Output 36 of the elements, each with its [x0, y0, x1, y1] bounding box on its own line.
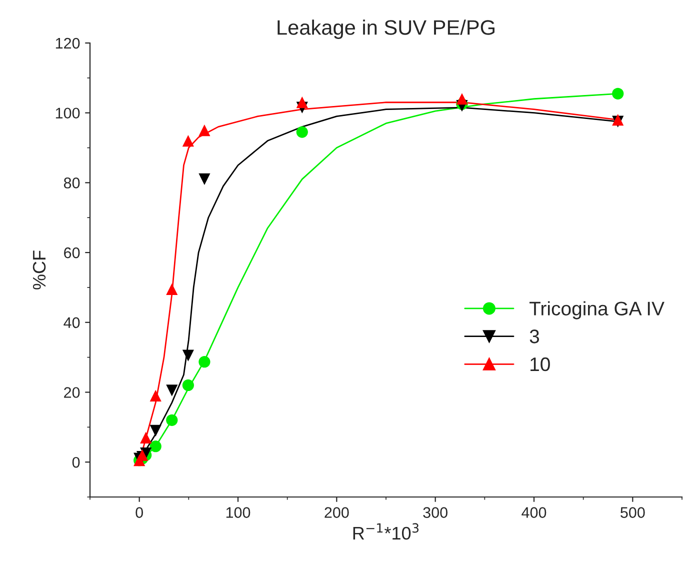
point [166, 384, 178, 396]
y-tick-label: 60 [64, 247, 80, 258]
x-tick-label: 500 [620, 507, 645, 518]
point [166, 414, 178, 426]
x-tick-label: 400 [522, 507, 546, 518]
x-tick-label: 0 [136, 507, 143, 518]
point [456, 93, 468, 105]
y-axis-title: %CF [32, 250, 46, 290]
y-tick-label: 120 [56, 38, 80, 49]
legend-label: 3 [530, 330, 540, 344]
point [198, 173, 210, 186]
legend-label: 10 [530, 357, 550, 372]
point [182, 379, 194, 392]
point [150, 390, 162, 402]
point [296, 96, 308, 108]
y-tick-label: 0 [72, 456, 80, 468]
point [198, 124, 210, 136]
x-tick-label: 300 [423, 507, 448, 518]
x-axis-title: R$^{−1}$*10$^{3}$ [353, 523, 419, 540]
x-tick-label: 200 [324, 507, 349, 518]
point [612, 88, 624, 100]
point [182, 350, 194, 362]
point [198, 356, 210, 368]
legend-label: Tricogina GA IV [530, 301, 664, 320]
point [150, 424, 162, 436]
point [166, 283, 178, 296]
point [140, 432, 152, 444]
y-tick-label: 20 [64, 387, 80, 398]
chart-title: Leakage in SUV PE/PG [278, 20, 494, 39]
point [296, 126, 308, 138]
y-tick-label: 80 [64, 178, 80, 188]
point [182, 134, 194, 147]
y-tick-label: 40 [64, 317, 80, 328]
point [150, 440, 162, 452]
x-tick-label: 100 [226, 507, 250, 518]
y-tick-label: 100 [56, 108, 80, 119]
